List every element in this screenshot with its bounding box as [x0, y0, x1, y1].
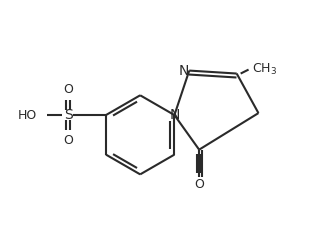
Text: N: N [179, 64, 189, 78]
Text: O: O [63, 83, 73, 96]
Text: O: O [63, 134, 73, 147]
Text: N: N [169, 108, 180, 122]
Text: O: O [194, 178, 204, 191]
Text: HO: HO [17, 108, 37, 121]
Text: CH$_3$: CH$_3$ [251, 62, 277, 77]
Text: S: S [64, 108, 73, 122]
